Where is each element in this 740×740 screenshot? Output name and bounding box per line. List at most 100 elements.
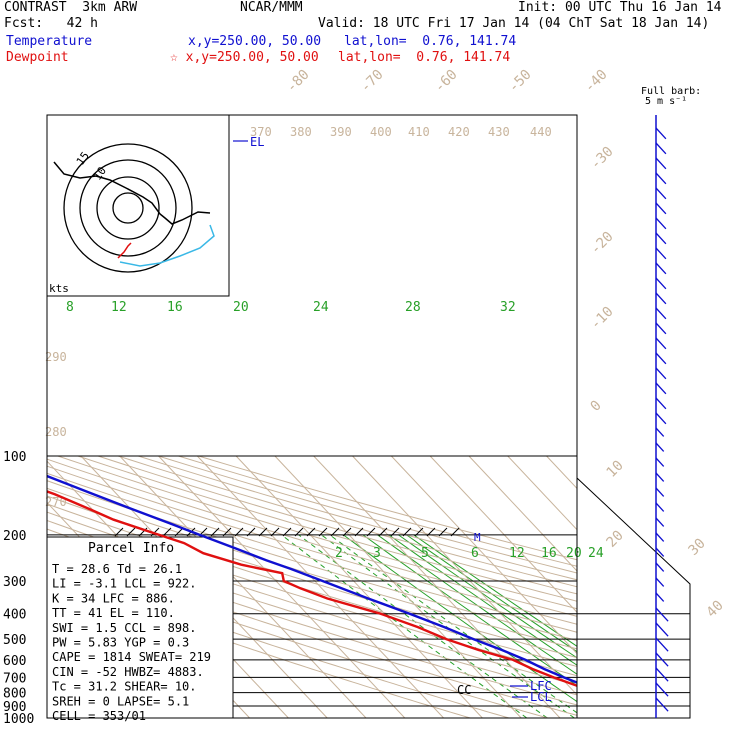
dry-adiabat [97,455,577,595]
wind-barb [655,397,667,410]
wind-barb [655,592,665,602]
wind-barb [655,517,665,527]
wind-barb [655,472,665,482]
wind-barb [655,607,669,622]
wind-barb [655,127,667,140]
legend-temperature: Temperature [6,34,93,49]
isotherm-line [546,455,577,490]
valid-time: Valid: 18 UTC Fri 17 Jan 14 (04 ChT Sat … [318,16,710,31]
theta-label: 390 [330,125,352,139]
plot-frame-right-step [576,115,691,719]
melting-hatch [450,527,460,537]
melting-hatch [342,527,352,537]
pressure-label-1000: 1000 [3,712,34,727]
isotherm-line [390,455,577,655]
model-source: NCAR/MMM [240,0,303,15]
isotherm-label: -10 [588,304,617,333]
hodograph-ring-label-15: 15 [74,149,92,167]
hodograph-ring-label-10: 10 [91,164,109,182]
isotherm-line [196,455,444,718]
wind-barb [655,502,665,512]
hodograph-trace-upper [53,161,211,225]
mixing-ratio-label: 12 [509,546,525,561]
isotherm-line [313,455,561,718]
melting-hatch [390,527,400,537]
hodograph: 15 10 kts [46,114,230,297]
melting-hatch [378,527,388,537]
melting-hatch [126,527,136,537]
melting-hatch [174,527,184,537]
wind-barb-panel: Full barb: 5 m s⁻¹ [641,86,701,718]
barb-legend-line2: 5 m s⁻¹ [645,96,687,107]
dry-adiabat [178,455,577,567]
isotherm-label: 10 [604,458,627,481]
wind-barb [655,232,667,245]
wind-barb [655,622,669,637]
hodograph-ring-15 [79,159,177,257]
hodograph-units: kts [49,282,69,295]
wind-barb [655,337,667,350]
parcel-info-row: TT = 41 EL = 110. [52,606,175,620]
pressure-label-400: 400 [3,608,26,623]
melting-hatch [438,527,448,537]
pressure-label-500: 500 [3,633,26,648]
melting-hatch [414,527,424,537]
melting-hatch [150,527,160,537]
melting-hatch [258,527,268,537]
isotherm-label: 20 [604,528,627,551]
dry-adiabat [158,455,577,574]
wind-barb [655,292,667,305]
wind-barb [655,637,669,652]
theta-label: 410 [408,125,430,139]
isotherm-line [429,455,577,613]
theta-label: 380 [290,125,312,139]
theta-label-left: 270 [45,495,67,509]
mixing-ratio-line [406,534,577,653]
melting-hatch [222,527,232,537]
parcel-info-row: LI = -3.1 LCL = 922. [52,577,197,591]
pressure-label-800: 800 [3,687,26,702]
lfc-label: LFC [530,679,552,693]
wind-barb [655,532,665,542]
melting-hatch [366,527,376,537]
mixing-ratio-label: 24 [313,300,329,315]
wind-barb [655,382,667,395]
isotherm-line [235,455,483,718]
melt-label: M [474,531,481,544]
parcel-info-row: T = 28.6 Td = 26.1 [52,562,182,576]
hodograph-ring-20 [63,143,193,273]
isotherm-line [119,455,367,718]
dry-adiabat [198,455,577,561]
parcel-info-title: Parcel Info [88,541,174,556]
melting-hatch [426,527,436,537]
parcel-info-row: SWI = 1.5 CCL = 898. [52,621,197,635]
pressure-label-600: 600 [3,654,26,669]
mixing-ratio-label: 24 [588,546,604,561]
legend-dewpoint-latlon: lat,lon= 0.76, 141.74 [338,50,511,65]
mixing-ratio-label: 5 [421,546,429,561]
melting-hatch [318,527,328,537]
wind-barb [655,157,667,170]
sounding-series [47,474,577,687]
wind-barb [655,667,669,682]
ccl-label: CC [457,683,471,697]
hodograph-trace-mid [119,224,215,267]
isotherm-line [468,455,577,572]
parcel-info-panel: Parcel Info T = 28.6 Td = 26.1LI = -3.1 … [46,536,234,723]
mixing-ratio-label: 6 [471,546,479,561]
mixing-ratio-label: 20 [233,300,249,315]
isotherm-line [158,455,406,718]
melting-hatch [270,527,280,537]
melting-hatch [330,527,340,537]
isotherm-label: -80 [284,67,313,96]
lcl-label: LCL [530,690,552,704]
isotherm-label: 40 [704,598,727,621]
legend-temperature-latlon: lat,lon= 0.76, 141.74 [344,34,517,49]
melting-hatch [294,527,304,537]
melting-hatch [162,527,172,537]
pressure-label-900: 900 [3,700,26,715]
parcel-info-frame [46,536,234,719]
barb-legend-line1: Full barb: [641,86,701,97]
model-title: CONTRAST 3km ARW [4,0,138,15]
